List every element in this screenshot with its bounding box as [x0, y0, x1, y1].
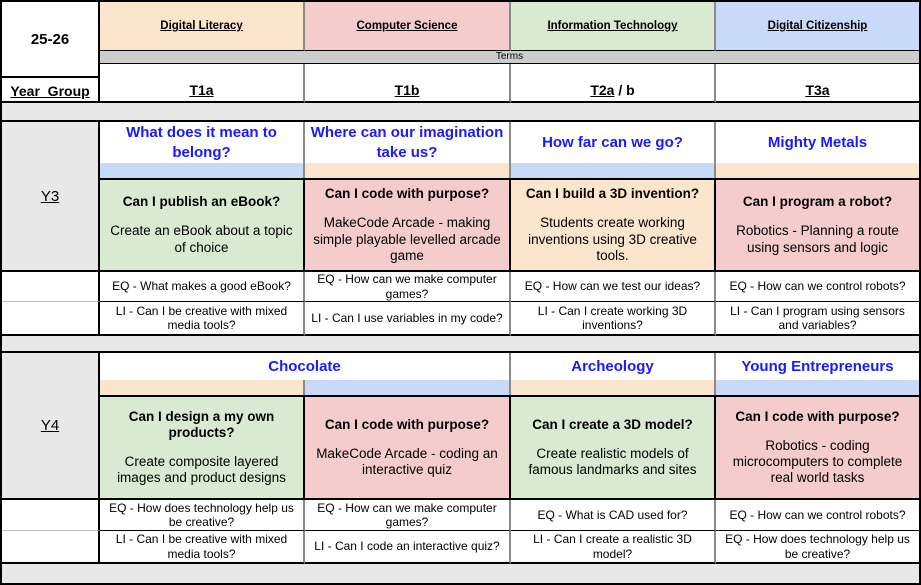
y4-unit4-li-cell: EQ - How does technology help us be crea… — [716, 531, 919, 564]
y4-unit1-color-band — [100, 380, 305, 395]
bottom-strip — [2, 564, 919, 583]
y3-unit3-eq-cell: EQ - How can we test our ideas? — [511, 272, 716, 302]
unit-description: Students create working inventions using… — [528, 215, 697, 263]
term-label: T1b — [394, 82, 420, 98]
y3-unit3-content-cell: Can I build a 3D invention? Students cre… — [511, 178, 716, 272]
y3-unit2-eq-cell: EQ - How can we make computer games? — [305, 272, 511, 302]
y3-eq-row-spacer — [2, 272, 100, 302]
year-group-y3-label: Y3 — [2, 122, 100, 272]
unit-description: MakeCode Arcade - making simple playable… — [313, 215, 501, 263]
unit-description: Create composite layered images and prod… — [117, 454, 286, 486]
y4-unit4-color-band — [716, 380, 919, 395]
y3-unit2-title: Where can our imagination take us? — [305, 122, 511, 163]
unit-description: Robotics - Planning a route using sensor… — [736, 223, 899, 255]
y3-unit3-li-cell: LI - Can I create working 3D inventions? — [511, 302, 716, 336]
separator-strip — [2, 103, 919, 122]
y4-unit1-eq-cell: EQ - How does technology help us be crea… — [100, 500, 305, 531]
unit-description: Robotics - coding microcomputers to comp… — [732, 437, 903, 486]
subject-header-computer-science: Computer Science — [305, 2, 511, 51]
y4-title-chocolate: Chocolate — [100, 353, 511, 380]
y4-title-archeology: Archeology — [511, 353, 716, 380]
subject-header-label: Digital Literacy — [160, 20, 243, 32]
unit-description: Create an eBook about a topic of choice — [110, 223, 293, 255]
unit-question: Can I create a 3D model? — [532, 416, 693, 432]
year-group-header: Year Group — [10, 83, 90, 99]
y3-unit4-title: Mighty Metals — [767, 133, 868, 151]
y4-unit3-content-cell: Can I create a 3D model? Create realisti… — [511, 395, 716, 500]
subject-header-label: Digital Citizenship — [767, 20, 868, 32]
y4-unit2-li-cell: LI - Can I code an interactive quiz? — [305, 531, 511, 564]
y4-unit3-eq-cell: EQ - What is CAD used for? — [511, 500, 716, 531]
y3-unit1-li-cell: LI - Can I be creative with mixed media … — [100, 302, 305, 336]
term-suffix: / b — [614, 82, 635, 98]
subject-header-label: Computer Science — [356, 20, 458, 32]
y4-unit4-content-cell: Can I code with purpose? Robotics - codi… — [716, 395, 919, 500]
subject-header-digital-literacy: Digital Literacy — [100, 2, 305, 51]
subject-header-digital-citizenship: Digital Citizenship — [716, 2, 919, 51]
y4-unit3-color-band — [511, 380, 716, 395]
unit-question: Can I program a robot? — [742, 194, 893, 210]
y4-title-young-entrepreneurs: Young Entrepreneurs — [741, 357, 894, 375]
unit-question: Can I design a my own products? — [128, 408, 275, 440]
y3-unit4-color-band — [716, 163, 919, 178]
year-header-cell: 25-26 Year Group — [2, 2, 100, 103]
term-cell-t1a: T1a — [100, 64, 305, 103]
term-label: T3a — [805, 82, 830, 98]
y4-unit3-li-cell: LI - Can I create a realistic 3D model? — [511, 531, 716, 564]
y3-unit1-content-cell: Can I publish an eBook? Create an eBook … — [100, 178, 305, 272]
y4-li-row-spacer — [2, 531, 100, 564]
year-group-text: Y3 — [40, 187, 60, 205]
y3-unit4-eq-cell: EQ - How can we control robots? — [716, 272, 919, 302]
unit-question: Can I build a 3D invention? — [525, 186, 700, 202]
year-group-y4-label: Y4 — [2, 353, 100, 500]
term-cell-t2ab: T2a / b — [511, 64, 716, 103]
y3-li-row-spacer — [2, 302, 100, 336]
unit-question: Can I code with purpose? — [324, 186, 490, 202]
unit-description: Create realistic models of famous landma… — [528, 445, 697, 478]
y3-unit2-li-cell: LI - Can I use variables in my code? — [305, 302, 511, 336]
term-label: T2a — [590, 82, 615, 98]
unit-question: Can I code with purpose? — [735, 408, 900, 424]
subject-header-information-technology: Information Technology — [511, 2, 716, 51]
y4-unit1-content-cell: Can I design a my own products? Create c… — [100, 395, 305, 500]
terms-band: Terms — [100, 51, 919, 64]
unit-description: MakeCode Arcade - coding an interactive … — [316, 445, 498, 478]
y3-unit4-li-cell: LI - Can I program using sensors and var… — [716, 302, 919, 336]
y4-unit1-li-cell: LI - Can I be creative with mixed media … — [100, 531, 305, 564]
y3-unit2-color-band — [305, 163, 511, 178]
y4-unit2-eq-cell: EQ - How can we make computer games? — [305, 500, 511, 531]
y4-eq-row-spacer — [2, 500, 100, 531]
term-cell-t1b: T1b — [305, 64, 511, 103]
y3-unit3-title: How far can we go? — [511, 122, 716, 163]
term-label: T1a — [189, 82, 214, 98]
y4-unit2-content-cell: Can I code with purpose? MakeCode Arcade… — [305, 395, 511, 500]
separator-strip — [2, 336, 919, 353]
term-cell-t3a: T3a — [716, 64, 919, 103]
y3-unit2-content-cell: Can I code with purpose? MakeCode Arcade… — [305, 178, 511, 272]
unit-question: Can I code with purpose? — [324, 416, 490, 432]
year-group-text: Y4 — [40, 417, 60, 434]
y3-unit1-eq-cell: EQ - What makes a good eBook? — [100, 272, 305, 302]
y3-unit1-title: What does it mean to belong? — [100, 122, 305, 163]
y4-unit4-eq-cell: EQ - How can we control robots? — [716, 500, 919, 531]
y3-unit1-color-band — [100, 163, 305, 178]
unit-question: Can I publish an eBook? — [122, 194, 281, 210]
y3-unit4-content-cell: Can I program a robot? Robotics - Planni… — [716, 178, 919, 272]
school-year-label: 25-26 — [2, 2, 98, 78]
subject-header-label: Information Technology — [547, 20, 678, 32]
y3-unit3-color-band — [511, 163, 716, 178]
y4-unit2-color-band — [305, 380, 511, 395]
